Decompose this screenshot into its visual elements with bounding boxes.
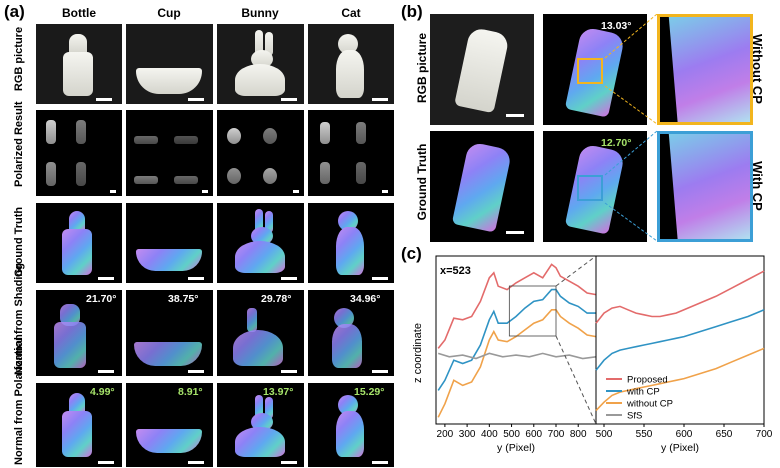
- legend-label-3: SfS: [627, 411, 642, 422]
- x-tick-label-0-0: 200: [437, 429, 454, 440]
- panel-b-row-label-ground-truth: Ground Truth: [415, 143, 429, 221]
- legend-label-1: with CP: [626, 387, 660, 398]
- shading-angle-cup: 38.75°: [168, 293, 199, 305]
- x-axis-label-0: y (Pixel): [497, 442, 535, 454]
- polarization-angle-bunny: 13.97°: [263, 386, 294, 398]
- ground-truth-cat-image: [308, 203, 394, 283]
- series-line-0-1: [437, 288, 596, 391]
- x-tick-label-1-1: 550: [636, 429, 653, 440]
- row-label-polarized: Polarized Result: [13, 101, 25, 187]
- with-cp-angle: 12.70°: [601, 137, 632, 149]
- polarized-cat-image: [308, 110, 394, 196]
- polarization-bottle-image: 4.99°: [36, 383, 122, 467]
- series-line-0-2: [437, 308, 597, 418]
- panel-c-letter: (c): [401, 244, 422, 263]
- ground-truth-bunny-image: [217, 203, 304, 283]
- with-cp-zoom-image: [657, 131, 753, 242]
- row-label-rgb: RGB picture: [13, 26, 25, 92]
- panel-b-letter: (b): [401, 2, 423, 21]
- rgb-bottle-image: [36, 24, 122, 104]
- x-tick-label-0-2: 400: [481, 429, 498, 440]
- moai-rgb-image: [430, 14, 534, 125]
- with-cp-roi-box: [577, 175, 603, 201]
- moai-with-cp-image: 12.70°: [543, 131, 647, 242]
- column-head-cup: Cup: [157, 6, 181, 20]
- x-tick-label-1-4: 700: [756, 429, 773, 440]
- column-head-bunny: Bunny: [241, 6, 279, 20]
- series-line-1-0: [595, 270, 765, 324]
- shading-bunny-image: 29.78°: [217, 290, 304, 376]
- polarization-cup-image: 8.91°: [126, 383, 213, 467]
- rgb-bunny-image: [217, 24, 304, 104]
- series-line-0-0: [437, 263, 597, 349]
- column-head-bottle: Bottle: [62, 6, 96, 20]
- x-tick-label-0-5: 700: [548, 429, 565, 440]
- shading-cat-image: 34.96°: [308, 290, 394, 376]
- series-line-1-1: [595, 309, 765, 371]
- x-tick-label-1-0: 500: [596, 429, 613, 440]
- column-head-cat: Cat: [341, 6, 361, 20]
- x-tick-label-0-1: 300: [459, 429, 476, 440]
- panel-a-letter: (a): [4, 2, 25, 21]
- without-cp-angle: 13.03°: [601, 20, 632, 32]
- shading-bottle-image: 21.70°: [36, 290, 122, 376]
- x-tick-label-0-6: 800: [570, 429, 587, 440]
- plot-frame-0: [435, 255, 597, 425]
- x-tick-label-1-2: 600: [676, 429, 693, 440]
- polarization-angle-cat: 15.29°: [354, 386, 385, 398]
- shading-cup-image: 38.75°: [126, 290, 213, 376]
- ground-truth-bottle-image: [36, 203, 122, 283]
- rgb-cup-image: [126, 24, 213, 104]
- x-tick-label-0-4: 600: [525, 429, 542, 440]
- series-line-1-2: [595, 347, 765, 412]
- without-cp-roi-box: [577, 58, 603, 84]
- polarization-bunny-image: 13.97°: [217, 383, 304, 467]
- ground-truth-cup-image: [126, 203, 213, 283]
- zoom-connector-top: [555, 255, 597, 287]
- profile-chart: z coordinate x=523 200 300 400 500 600 700 800…: [412, 255, 773, 454]
- moai-without-cp-image: 13.03°: [543, 14, 647, 125]
- x-tick-label-1-3: 650: [716, 429, 733, 440]
- with-cp-label: With CP: [750, 161, 765, 211]
- legend-label-2: without CP: [626, 399, 673, 410]
- polarized-bunny-image: [217, 110, 304, 196]
- shading-angle-bottle: 21.70°: [86, 293, 117, 305]
- polarized-cup-image: [126, 110, 213, 196]
- polarization-angle-cup: 8.91°: [178, 386, 203, 398]
- polarization-angle-bottle: 4.99°: [90, 386, 115, 398]
- x-tick-label-0-3: 500: [503, 429, 520, 440]
- without-cp-label: Without CP: [750, 34, 765, 104]
- plot-frame-1: [595, 255, 765, 425]
- polarized-bottle-image: [36, 110, 122, 196]
- zoom-connector-bottom: [555, 335, 597, 425]
- legend-label-0: Proposed: [627, 375, 668, 386]
- without-cp-zoom-image: [657, 14, 753, 125]
- shading-angle-bunny: 29.78°: [261, 293, 292, 305]
- x-position-annotation: x=523: [440, 265, 471, 277]
- zoom-connector-lines: [604, 14, 658, 242]
- row-label-polarization: Normal from Polarization: [13, 334, 25, 465]
- panel-b-row-label-rgb: RGB picture: [415, 33, 429, 104]
- x-axis-label-1: y (Pixel): [661, 442, 699, 454]
- zoom-region-box: [508, 285, 557, 337]
- series-line-0-3: [437, 352, 597, 360]
- moai-ground-truth-image: [430, 131, 534, 242]
- rgb-cat-image: [308, 24, 394, 104]
- y-axis-label: z coordinate: [412, 323, 424, 383]
- polarization-cat-image: 15.29°: [308, 383, 394, 467]
- shading-angle-cat: 34.96°: [350, 293, 381, 305]
